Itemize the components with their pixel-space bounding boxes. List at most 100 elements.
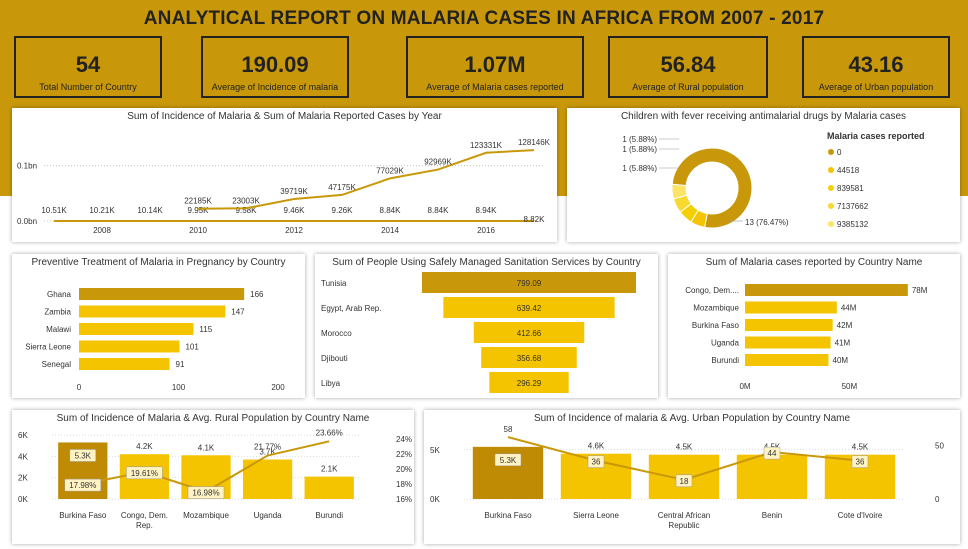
kpi-value: 1.07M bbox=[464, 52, 526, 77]
x-tick-label: 0M bbox=[739, 382, 750, 391]
data-label: 9.95K bbox=[188, 206, 210, 215]
data-label: 40M bbox=[833, 356, 849, 365]
line-label: 21.77% bbox=[254, 443, 281, 452]
data-label: 5.3K bbox=[500, 456, 517, 465]
data-label: 5.3K bbox=[75, 451, 92, 460]
line-label-bg bbox=[763, 446, 781, 460]
donut-chart-panel: Children with fever receiving antimalari… bbox=[567, 108, 960, 242]
data-label: 4.6K bbox=[588, 442, 605, 451]
x-tick-label: 2008 bbox=[93, 226, 111, 235]
legend-title: Malaria cases reported bbox=[827, 131, 925, 141]
chart-title: Children with fever receiving antimalari… bbox=[620, 111, 907, 122]
data-label: 799.09 bbox=[517, 279, 542, 288]
kpi-label: Average of Urban population bbox=[818, 82, 934, 92]
kpi-card-rural[interactable]: 56.84 Average of Rural population bbox=[608, 36, 768, 98]
category-label: Burkina Faso bbox=[692, 321, 740, 330]
y-tick-label: 0.1bn bbox=[17, 162, 37, 171]
data-label: 356.68 bbox=[517, 354, 542, 363]
legend-swatch bbox=[828, 149, 834, 155]
line-label-bg bbox=[126, 466, 163, 480]
urban-chart: 5K0K5005.3K4.6K4.5K4.5K4.5K5836184436Bur… bbox=[430, 425, 944, 530]
data-label: 41M bbox=[835, 339, 851, 348]
funnel-bar bbox=[443, 297, 615, 318]
category-label: Libya bbox=[321, 379, 341, 388]
kpi-label: Average of Rural population bbox=[632, 82, 744, 92]
data-label: 4.5K bbox=[676, 443, 693, 452]
category-label: Tunisia bbox=[321, 279, 347, 288]
year-chart-panel: Sum of Incidence of Malaria & Sum of Mal… bbox=[12, 108, 557, 242]
data-label-bg bbox=[494, 453, 522, 467]
funnel-bar bbox=[481, 347, 577, 368]
data-label: 47175K bbox=[328, 183, 356, 192]
chart-title: Sum of Incidence of Malaria & Avg. Rural… bbox=[56, 413, 370, 424]
y-tick-label: 0K bbox=[430, 495, 440, 504]
data-label: 4.1K bbox=[198, 443, 215, 452]
donut-chart: 13 (76.47%)1 (5.88%)1 (5.88%)1 (5.88%)Ma… bbox=[622, 131, 925, 229]
category-label: Cote d'Ivoire bbox=[838, 511, 883, 520]
kpi-label: Average of Incidence of malaria bbox=[211, 82, 339, 92]
data-label: 78M bbox=[912, 286, 928, 295]
kpi-card-cases[interactable]: 1.07M Average of Malaria cases reported bbox=[406, 36, 584, 98]
kpi-label: Total Number of Country bbox=[39, 82, 137, 92]
category-label: Ghana bbox=[47, 290, 72, 299]
line-label-bg bbox=[675, 474, 693, 488]
data-label: 22185K bbox=[184, 197, 212, 206]
chart-title: Sum of Incidence of malaria & Avg. Urban… bbox=[533, 413, 851, 424]
line-label: 58 bbox=[504, 425, 513, 434]
line-label: 44 bbox=[768, 449, 777, 458]
data-label: 9.46K bbox=[284, 206, 306, 215]
bar bbox=[79, 305, 226, 318]
year-chart: 0.1bn 0.0bn 10.51K 10.21K 10.14K 9.95K 9.58K 9.… bbox=[17, 138, 551, 235]
kpi-card-incidence[interactable]: 190.09 Average of Incidence of malaria bbox=[201, 36, 349, 98]
x-tick-label: 200 bbox=[271, 383, 285, 392]
legend-swatch bbox=[828, 221, 834, 227]
data-label: 9.26K bbox=[332, 206, 354, 215]
funnel-bar bbox=[489, 372, 569, 393]
kpi-card-countries[interactable]: 54 Total Number of Country bbox=[14, 36, 162, 98]
funnel-bar bbox=[473, 322, 585, 343]
legend-label: 0 bbox=[837, 148, 842, 157]
legend-swatch bbox=[828, 167, 834, 173]
legend-swatch bbox=[828, 185, 834, 191]
line-label: 23.66% bbox=[316, 428, 343, 437]
data-label: 39719K bbox=[280, 187, 308, 196]
kpi-label: Average of Malaria cases reported bbox=[426, 82, 564, 92]
x-tick-label: 50M bbox=[842, 382, 858, 391]
y2-tick-label: 18% bbox=[396, 480, 412, 489]
data-label: 23003K bbox=[232, 196, 260, 205]
category-label: Malawi bbox=[46, 325, 71, 334]
data-label: 4.5K bbox=[852, 443, 869, 452]
data-label: 412.66 bbox=[517, 329, 542, 338]
category-label: Burundi bbox=[711, 356, 739, 365]
kpi-value: 190.09 bbox=[241, 52, 309, 77]
line-label-bg bbox=[851, 455, 869, 468]
category-label: Sierra Leone bbox=[25, 343, 71, 352]
data-label: 8.82K bbox=[524, 215, 546, 224]
category-label: Central African bbox=[658, 511, 710, 520]
pregnancy-chart-panel: Preventive Treatment of Malaria in Pregn… bbox=[12, 254, 305, 398]
category-label: Rep. bbox=[136, 521, 153, 530]
y2-tick-label: 20% bbox=[396, 465, 412, 474]
kpi-card-urban[interactable]: 43.16 Average of Urban population bbox=[802, 36, 950, 98]
data-label: 296.29 bbox=[517, 379, 542, 388]
kpi-value: 54 bbox=[75, 52, 101, 77]
legend-label: 839581 bbox=[837, 184, 864, 193]
category-label: Uganda bbox=[254, 511, 283, 520]
category-label: Burkina Faso bbox=[59, 511, 107, 520]
y2-tick-label: 50 bbox=[935, 442, 944, 451]
category-label: Sierra Leone bbox=[573, 511, 619, 520]
data-label: 123331K bbox=[470, 141, 503, 150]
slice-label: 1 (5.88%) bbox=[622, 164, 657, 173]
category-label: Djibouti bbox=[321, 354, 348, 363]
y-tick-label: 0K bbox=[18, 495, 28, 504]
data-label: 42M bbox=[837, 321, 853, 330]
line-label-bg bbox=[587, 455, 605, 468]
line-label-bg bbox=[187, 486, 225, 499]
chart-title: Sum of Malaria cases reported by Country… bbox=[705, 257, 923, 268]
x-tick-label: 100 bbox=[172, 383, 186, 392]
y-tick-label: 0.0bn bbox=[17, 217, 37, 226]
y-tick-label: 2K bbox=[18, 474, 28, 483]
data-label: 8.94K bbox=[476, 206, 498, 215]
cases-country-chart: Congo, Dem.... 78M Mozambique 44M Burkina Fa… bbox=[685, 284, 928, 391]
category-label: Morocco bbox=[321, 329, 352, 338]
